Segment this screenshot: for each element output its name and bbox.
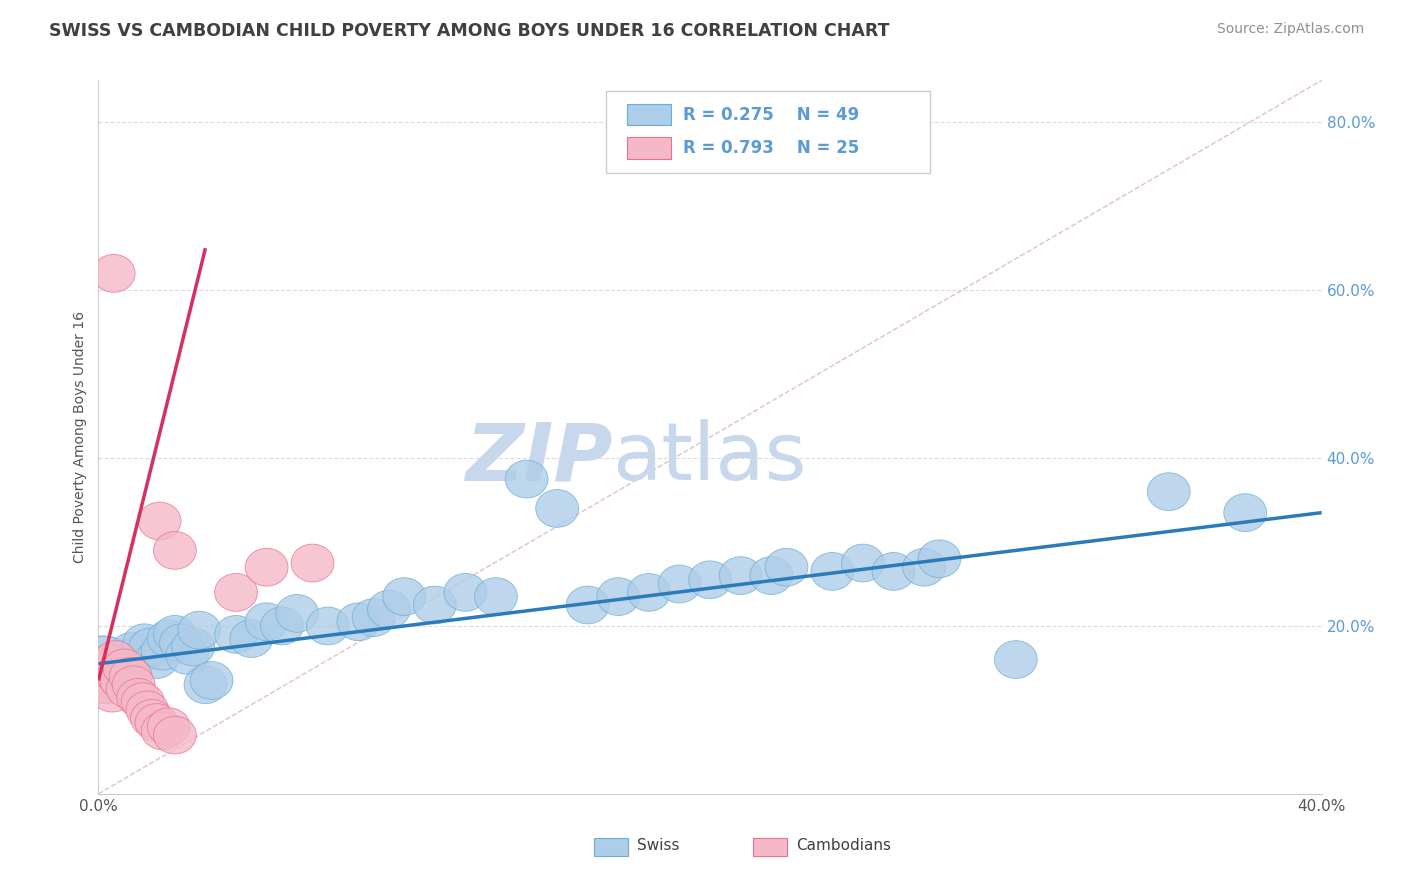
Ellipse shape: [179, 611, 221, 649]
Ellipse shape: [94, 640, 136, 679]
Ellipse shape: [231, 620, 273, 657]
Ellipse shape: [153, 615, 197, 653]
Ellipse shape: [129, 628, 172, 665]
Ellipse shape: [82, 653, 124, 691]
Text: Cambodians: Cambodians: [796, 838, 890, 854]
Ellipse shape: [215, 574, 257, 611]
Ellipse shape: [307, 607, 349, 645]
Ellipse shape: [135, 640, 179, 679]
Ellipse shape: [172, 628, 215, 665]
Text: R = 0.275    N = 49: R = 0.275 N = 49: [683, 105, 859, 123]
Ellipse shape: [215, 615, 257, 653]
Ellipse shape: [65, 636, 141, 703]
Ellipse shape: [93, 254, 135, 293]
Ellipse shape: [105, 670, 149, 708]
Ellipse shape: [117, 679, 160, 716]
Ellipse shape: [291, 544, 333, 582]
Ellipse shape: [111, 632, 153, 670]
Ellipse shape: [91, 674, 134, 712]
Ellipse shape: [153, 532, 197, 569]
Ellipse shape: [337, 603, 380, 640]
Ellipse shape: [190, 662, 233, 699]
Ellipse shape: [367, 591, 411, 628]
Ellipse shape: [918, 540, 960, 578]
Ellipse shape: [141, 632, 184, 670]
Ellipse shape: [658, 566, 700, 603]
Ellipse shape: [87, 645, 131, 682]
Ellipse shape: [444, 574, 486, 611]
Text: Source: ZipAtlas.com: Source: ZipAtlas.com: [1216, 22, 1364, 37]
Ellipse shape: [353, 599, 395, 637]
Ellipse shape: [84, 665, 128, 704]
Ellipse shape: [1147, 473, 1189, 510]
Ellipse shape: [131, 699, 173, 737]
Ellipse shape: [505, 460, 548, 498]
Ellipse shape: [104, 649, 148, 687]
Ellipse shape: [148, 708, 190, 746]
Ellipse shape: [135, 704, 179, 741]
Ellipse shape: [110, 657, 152, 695]
Y-axis label: Child Poverty Among Boys Under 16: Child Poverty Among Boys Under 16: [73, 311, 87, 563]
Ellipse shape: [842, 544, 884, 582]
Bar: [627, 137, 671, 159]
Text: Swiss: Swiss: [637, 838, 679, 854]
Ellipse shape: [382, 578, 426, 615]
Ellipse shape: [765, 549, 808, 586]
Ellipse shape: [93, 645, 135, 682]
Ellipse shape: [720, 557, 762, 594]
FancyBboxPatch shape: [606, 91, 931, 173]
Ellipse shape: [1223, 494, 1267, 532]
Ellipse shape: [127, 691, 169, 729]
Ellipse shape: [689, 561, 731, 599]
Ellipse shape: [148, 620, 190, 657]
Ellipse shape: [121, 682, 165, 721]
Ellipse shape: [184, 665, 226, 704]
Ellipse shape: [100, 662, 143, 699]
Ellipse shape: [260, 607, 304, 645]
Ellipse shape: [103, 649, 146, 687]
Ellipse shape: [245, 549, 288, 586]
Ellipse shape: [166, 637, 208, 674]
Ellipse shape: [97, 657, 139, 695]
Bar: [593, 838, 628, 856]
Ellipse shape: [627, 574, 671, 611]
Ellipse shape: [86, 653, 129, 691]
Ellipse shape: [811, 552, 853, 591]
Ellipse shape: [98, 640, 141, 679]
Ellipse shape: [536, 490, 578, 527]
Ellipse shape: [413, 586, 456, 624]
Ellipse shape: [138, 502, 181, 540]
Ellipse shape: [598, 578, 640, 615]
Ellipse shape: [872, 552, 915, 591]
Ellipse shape: [567, 586, 609, 624]
Ellipse shape: [153, 716, 197, 754]
Ellipse shape: [112, 665, 155, 704]
Text: R = 0.793    N = 25: R = 0.793 N = 25: [683, 139, 859, 157]
Text: ZIP: ZIP: [465, 419, 612, 498]
Ellipse shape: [122, 624, 166, 662]
Ellipse shape: [903, 549, 945, 586]
Bar: [627, 103, 671, 125]
Ellipse shape: [475, 578, 517, 615]
Ellipse shape: [160, 624, 202, 662]
Ellipse shape: [276, 594, 319, 632]
Ellipse shape: [245, 603, 288, 640]
Ellipse shape: [994, 640, 1038, 679]
Ellipse shape: [749, 557, 793, 594]
Ellipse shape: [117, 637, 160, 674]
Text: atlas: atlas: [612, 419, 807, 498]
Text: SWISS VS CAMBODIAN CHILD POVERTY AMONG BOYS UNDER 16 CORRELATION CHART: SWISS VS CAMBODIAN CHILD POVERTY AMONG B…: [49, 22, 890, 40]
Ellipse shape: [141, 712, 184, 750]
Bar: [752, 838, 787, 856]
